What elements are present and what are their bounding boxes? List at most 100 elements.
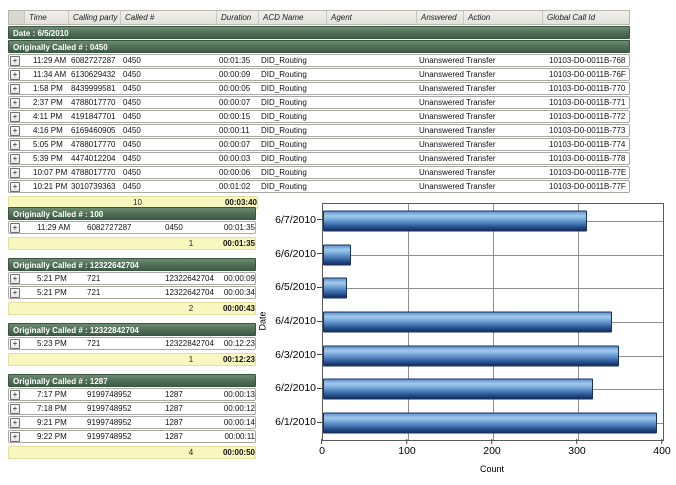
call-row: 7:17 PM 9199748952 1287 00:00:13	[8, 388, 256, 401]
bar-6/4/2010	[323, 311, 612, 333]
cell-action: Transfer	[466, 126, 496, 135]
cell-agent	[327, 167, 417, 178]
cell-time: 1:58 PM	[33, 84, 63, 93]
cell-action: Transfer	[466, 56, 496, 65]
cell-called: 12322642704	[165, 274, 214, 283]
cell-time: 5:39 PM	[33, 154, 63, 163]
cell-action: Transfer	[466, 182, 496, 191]
cell-duration: 00:12:23	[223, 339, 255, 348]
cell-answered: Unanswered	[419, 154, 464, 163]
cell-called: 0450	[123, 112, 141, 121]
cell-acd-name: DID_Routing	[261, 140, 307, 149]
cell-duration: 00:00:03	[219, 154, 251, 163]
summary-call-count: 10	[133, 198, 142, 207]
cell-global-call-id: 10103-D0-0011B-772	[549, 112, 626, 121]
y-axis-label: 6/6/2010	[262, 237, 322, 271]
col-header-calling-party: Calling party #	[69, 11, 121, 24]
expand-plus-icon[interactable]	[10, 404, 20, 414]
cell-agent	[327, 55, 417, 66]
cell-time: 5:23 PM	[37, 339, 67, 348]
expand-cell	[9, 389, 24, 400]
x-axis-tick: 0	[319, 439, 325, 457]
cell-global-call-id: 10103-D0-0011B-77E	[549, 168, 627, 177]
cell-duration: 00:00:07	[219, 98, 251, 107]
cell-time: 10:21 PM	[33, 182, 68, 191]
cell-called: 0450	[165, 223, 183, 232]
chart-bar-row	[323, 238, 663, 272]
expand-plus-icon[interactable]	[10, 112, 20, 122]
tick-mark	[576, 439, 578, 444]
cell-action: Transfer	[466, 70, 496, 79]
expand-plus-icon[interactable]	[10, 418, 20, 428]
cell-time: 11:29 AM	[37, 223, 71, 232]
x-axis-tick: 300	[568, 439, 586, 457]
cell-called: 0450	[123, 56, 141, 65]
cell-time: 5:21 PM	[37, 274, 67, 283]
cell-time: 10:07 PM	[33, 168, 68, 177]
expand-cell	[9, 417, 24, 428]
expand-plus-icon[interactable]	[10, 126, 20, 136]
cell-called: 0450	[123, 84, 141, 93]
expand-plus-icon[interactable]	[10, 168, 20, 178]
call-row: 9:22 PM 9199748952 1287 00:00:11	[8, 430, 256, 443]
cell-action: Transfer	[466, 154, 496, 163]
summary-call-count: 1	[188, 239, 194, 248]
expand-plus-icon[interactable]	[10, 182, 20, 192]
group-summary-row: 4 00:00:50	[8, 446, 256, 459]
x-axis-tick-label: 0	[319, 445, 325, 457]
cell-calling-party: 4191847701	[71, 112, 116, 121]
cell-acd-name: DID_Routing	[261, 112, 307, 121]
main-group-rows: 11:29 AM 6082727287 0450 00:01:35 DID_Ro…	[8, 54, 630, 193]
table-header-row: Time Calling party # Called # Duration A…	[8, 10, 630, 25]
expand-plus-icon[interactable]	[10, 223, 20, 233]
cell-time: 11:29 AM	[33, 56, 67, 65]
cell-calling-party: 6082727287	[87, 223, 132, 232]
col-header-answered: Answered	[417, 11, 464, 24]
cell-time: 7:17 PM	[37, 390, 67, 399]
expand-plus-icon[interactable]	[10, 339, 20, 349]
cell-called: 0450	[123, 168, 141, 177]
cell-called: 1287	[165, 418, 183, 427]
cell-answered: Unanswered	[419, 140, 464, 149]
call-row: 5:21 PM 721 12322642704 00:00:09	[8, 272, 256, 285]
expand-cell	[9, 431, 24, 442]
cell-action: Transfer	[466, 112, 496, 121]
x-axis-tick-label: 200	[483, 445, 501, 457]
cell-acd-name: DID_Routing	[261, 154, 307, 163]
bar-6/1/2010	[323, 412, 658, 434]
tick-mark	[491, 439, 493, 444]
group-tables: Originally Called # : 100 11:29 AM 60827…	[8, 207, 256, 467]
cell-duration: 00:00:11	[224, 432, 255, 441]
cell-global-call-id: 10103-D0-0011B-76F	[549, 70, 626, 79]
cell-answered: Unanswered	[419, 84, 464, 93]
chart-bars	[323, 204, 663, 440]
expand-plus-icon[interactable]	[10, 98, 20, 108]
cell-called: 0450	[123, 140, 141, 149]
call-row: 9:21 PM 9199748952 1287 00:00:14	[8, 416, 256, 429]
expand-plus-icon[interactable]	[10, 274, 20, 284]
expand-plus-icon[interactable]	[10, 56, 20, 66]
expand-cell	[9, 111, 25, 122]
expand-plus-icon[interactable]	[10, 84, 20, 94]
cell-called: 1287	[165, 390, 183, 399]
cell-time: 9:22 PM	[37, 432, 67, 441]
cell-acd-name: DID_Routing	[261, 70, 307, 79]
cell-answered: Unanswered	[419, 98, 464, 107]
chart-x-axis-title: Count	[479, 464, 505, 474]
expand-plus-icon[interactable]	[10, 70, 20, 80]
expand-plus-icon[interactable]	[10, 432, 20, 442]
cell-called: 1287	[165, 404, 183, 413]
cell-acd-name: DID_Routing	[261, 182, 307, 191]
expand-plus-icon[interactable]	[10, 288, 20, 298]
chart-bar-row	[323, 406, 663, 440]
cell-action: Transfer	[466, 84, 496, 93]
summary-call-count: 1	[188, 355, 194, 364]
expand-plus-icon[interactable]	[10, 390, 20, 400]
expand-plus-icon[interactable]	[10, 140, 20, 150]
call-row: 4:16 PM 6169460905 0450 00:00:11 DID_Rou…	[8, 124, 630, 137]
call-row: 5:05 PM 4788017770 0450 00:00:07 DID_Rou…	[8, 138, 630, 151]
expand-cell	[9, 181, 25, 192]
expand-plus-icon[interactable]	[10, 154, 20, 164]
cell-calling-party: 721	[87, 339, 101, 348]
expand-cell	[9, 69, 25, 80]
